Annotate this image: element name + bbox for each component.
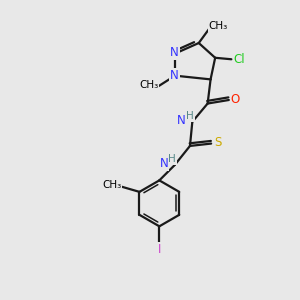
Text: H: H <box>186 112 194 122</box>
Text: CH₃: CH₃ <box>208 21 228 31</box>
Text: N: N <box>159 157 168 170</box>
Text: Cl: Cl <box>234 53 245 66</box>
Text: N: N <box>177 114 186 127</box>
Text: I: I <box>158 243 161 256</box>
Text: S: S <box>214 136 221 149</box>
Text: N: N <box>170 46 179 59</box>
Text: CH₃: CH₃ <box>139 80 158 90</box>
Text: CH₃: CH₃ <box>102 180 122 190</box>
Text: H: H <box>168 154 176 164</box>
Text: O: O <box>231 93 240 106</box>
Text: N: N <box>170 69 179 82</box>
